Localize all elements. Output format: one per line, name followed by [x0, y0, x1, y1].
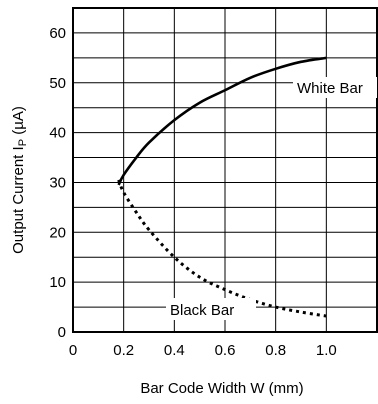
y-axis-title-unit: (µA) — [10, 106, 27, 139]
y-tick-labels: 0 10 20 30 40 50 60 — [49, 25, 66, 341]
x-tick-label-2: 0.4 — [164, 342, 185, 359]
y-tick-label-4: 40 — [49, 125, 66, 142]
x-tick-labels: 0 0.2 0.4 0.6 0.8 1.0 — [69, 342, 337, 359]
series-group — [117, 56, 327, 318]
series-label-white-bar-bg — [293, 77, 377, 98]
series-line-black-bar — [117, 179, 327, 318]
plot-frame — [72, 7, 378, 333]
grid — [73, 8, 377, 332]
y-tick-label-5: 50 — [49, 75, 66, 92]
x-tick-label-4: 0.8 — [265, 342, 286, 359]
series-label-black-bar-bg — [166, 298, 256, 320]
series-label-black-bar: Black Bar — [166, 298, 256, 320]
series-label-black-bar-text: Black Bar — [170, 302, 234, 319]
x-tick-label-5: 1.0 — [316, 342, 337, 359]
x-tick-label-0: 0 — [69, 342, 77, 359]
y-tick-label-1: 10 — [49, 274, 66, 291]
y-tick-label-2: 20 — [49, 224, 66, 241]
series-line-white-bar — [117, 56, 327, 186]
series-label-white-bar-text: White Bar — [297, 80, 363, 97]
series-label-white-bar: White Bar — [293, 77, 377, 98]
y-tick-label-3: 30 — [49, 174, 66, 191]
y-axis-title-main: Output Current I — [10, 146, 27, 254]
x-tick-label-1: 0.2 — [113, 342, 134, 359]
y-tick-label-6: 60 — [49, 25, 66, 42]
y-axis-title: Output Current IP (µA) — [10, 106, 29, 254]
x-tick-label-3: 0.6 — [215, 342, 236, 359]
y-axis-title-subscript: P — [17, 139, 29, 146]
x-axis-title: Bar Code Width W (mm) — [140, 380, 303, 397]
y-tick-label-0: 0 — [58, 324, 66, 341]
